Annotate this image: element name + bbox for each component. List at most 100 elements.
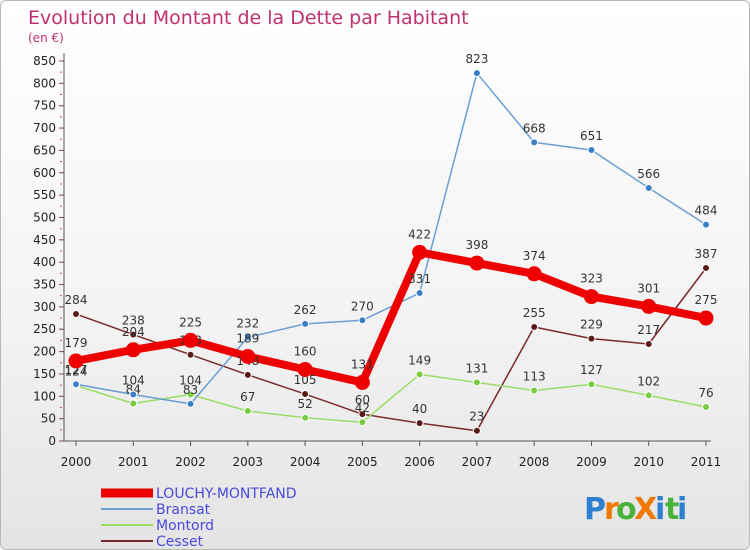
data-point <box>186 350 195 359</box>
series-layer: 2842381931481056040232552292173871248410… <box>65 52 718 435</box>
data-label: 104 <box>179 374 202 388</box>
data-point <box>240 349 256 365</box>
data-label: 204 <box>122 325 145 339</box>
x-tick-label: 2009 <box>576 455 607 469</box>
data-point <box>702 220 710 229</box>
logo-letter: i <box>677 492 687 527</box>
data-label: 189 <box>236 332 259 346</box>
data-label: 484 <box>695 204 718 218</box>
data-label: 42 <box>355 401 370 415</box>
logo-letter: X <box>634 492 657 527</box>
data-point <box>644 339 653 348</box>
data-point <box>297 361 313 377</box>
data-point <box>243 333 252 342</box>
data-label: 422 <box>408 227 431 241</box>
data-point <box>301 413 310 422</box>
data-label: 127 <box>65 363 88 377</box>
data-label: 105 <box>294 373 317 387</box>
data-label: 651 <box>580 129 603 143</box>
data-point <box>415 419 424 428</box>
data-label: 131 <box>351 357 374 371</box>
data-point <box>530 138 539 147</box>
data-label: 179 <box>65 336 88 350</box>
y-tick-label: 700 <box>33 121 56 135</box>
data-point <box>243 407 252 416</box>
data-point <box>301 390 310 399</box>
chart-title: Evolution du Montant de la Dette par Hab… <box>28 7 469 29</box>
y-tick-label: 300 <box>33 300 56 314</box>
data-label: 76 <box>698 386 713 400</box>
legend-label: Cesset <box>156 534 204 550</box>
data-point <box>698 310 714 326</box>
y-tick-label: 500 <box>33 210 56 224</box>
data-point <box>587 334 596 343</box>
data-point <box>412 244 428 260</box>
data-point <box>129 330 138 339</box>
data-label: 131 <box>465 361 488 375</box>
data-label: 127 <box>580 363 603 377</box>
data-point <box>354 374 370 390</box>
x-tick-label: 2002 <box>175 455 206 469</box>
data-label: 255 <box>523 306 546 320</box>
data-label: 331 <box>408 272 431 286</box>
data-label: 149 <box>408 353 431 367</box>
logo-letter: t <box>665 492 679 527</box>
series-line-cesset <box>75 267 707 432</box>
x-tick-label: 2005 <box>347 455 378 469</box>
data-point <box>644 391 653 400</box>
data-label: 52 <box>297 397 312 411</box>
legend-label: LOUCHY-MONTFAND <box>156 486 297 502</box>
data-label: 40 <box>412 402 427 416</box>
data-label: 323 <box>580 272 603 286</box>
data-label: 229 <box>580 318 603 332</box>
data-label: 823 <box>465 52 488 66</box>
data-label: 284 <box>65 293 88 307</box>
data-point <box>641 298 657 314</box>
data-point <box>583 289 599 305</box>
data-label: 67 <box>240 390 255 404</box>
legend-label: Montord <box>156 518 214 534</box>
data-point <box>301 319 310 328</box>
y-tick-label: 450 <box>33 233 56 247</box>
data-label: 160 <box>294 344 317 358</box>
data-label: 84 <box>126 382 141 396</box>
data-label: 232 <box>236 316 259 330</box>
series-line-bransat <box>75 72 707 405</box>
x-tick-label: 2001 <box>118 455 149 469</box>
chart-subtitle: (en €) <box>28 31 64 45</box>
data-label: 374 <box>523 249 546 263</box>
data-point <box>186 399 195 408</box>
data-label: 387 <box>695 247 718 261</box>
data-point <box>68 353 84 369</box>
data-label: 83 <box>183 383 198 397</box>
data-label: 124 <box>65 365 88 379</box>
data-point <box>358 316 367 325</box>
data-label: 104 <box>122 374 145 388</box>
data-point <box>469 255 485 271</box>
y-tick-label: 750 <box>33 99 56 113</box>
x-tick-label: 2000 <box>61 455 92 469</box>
data-label: 60 <box>355 393 370 407</box>
data-label: 301 <box>637 281 660 295</box>
series-line-montord <box>75 373 707 423</box>
legend-label: Bransat <box>156 502 211 518</box>
x-tick-label: 2006 <box>404 455 435 469</box>
data-point <box>129 390 138 399</box>
data-point <box>186 390 195 399</box>
logo-letter: o <box>616 492 637 527</box>
data-label: 668 <box>523 121 546 135</box>
y-tick-label: 100 <box>33 389 56 403</box>
data-point <box>702 403 710 412</box>
series-line-louchy-montfand <box>72 248 710 387</box>
data-point <box>183 332 199 348</box>
logo-letter: r <box>604 492 619 527</box>
x-tick-label: 2008 <box>519 455 550 469</box>
y-tick-label: 250 <box>33 322 56 336</box>
data-label: 566 <box>637 167 660 181</box>
data-label: 398 <box>465 238 488 252</box>
y-tick-label: 0 <box>48 434 56 448</box>
